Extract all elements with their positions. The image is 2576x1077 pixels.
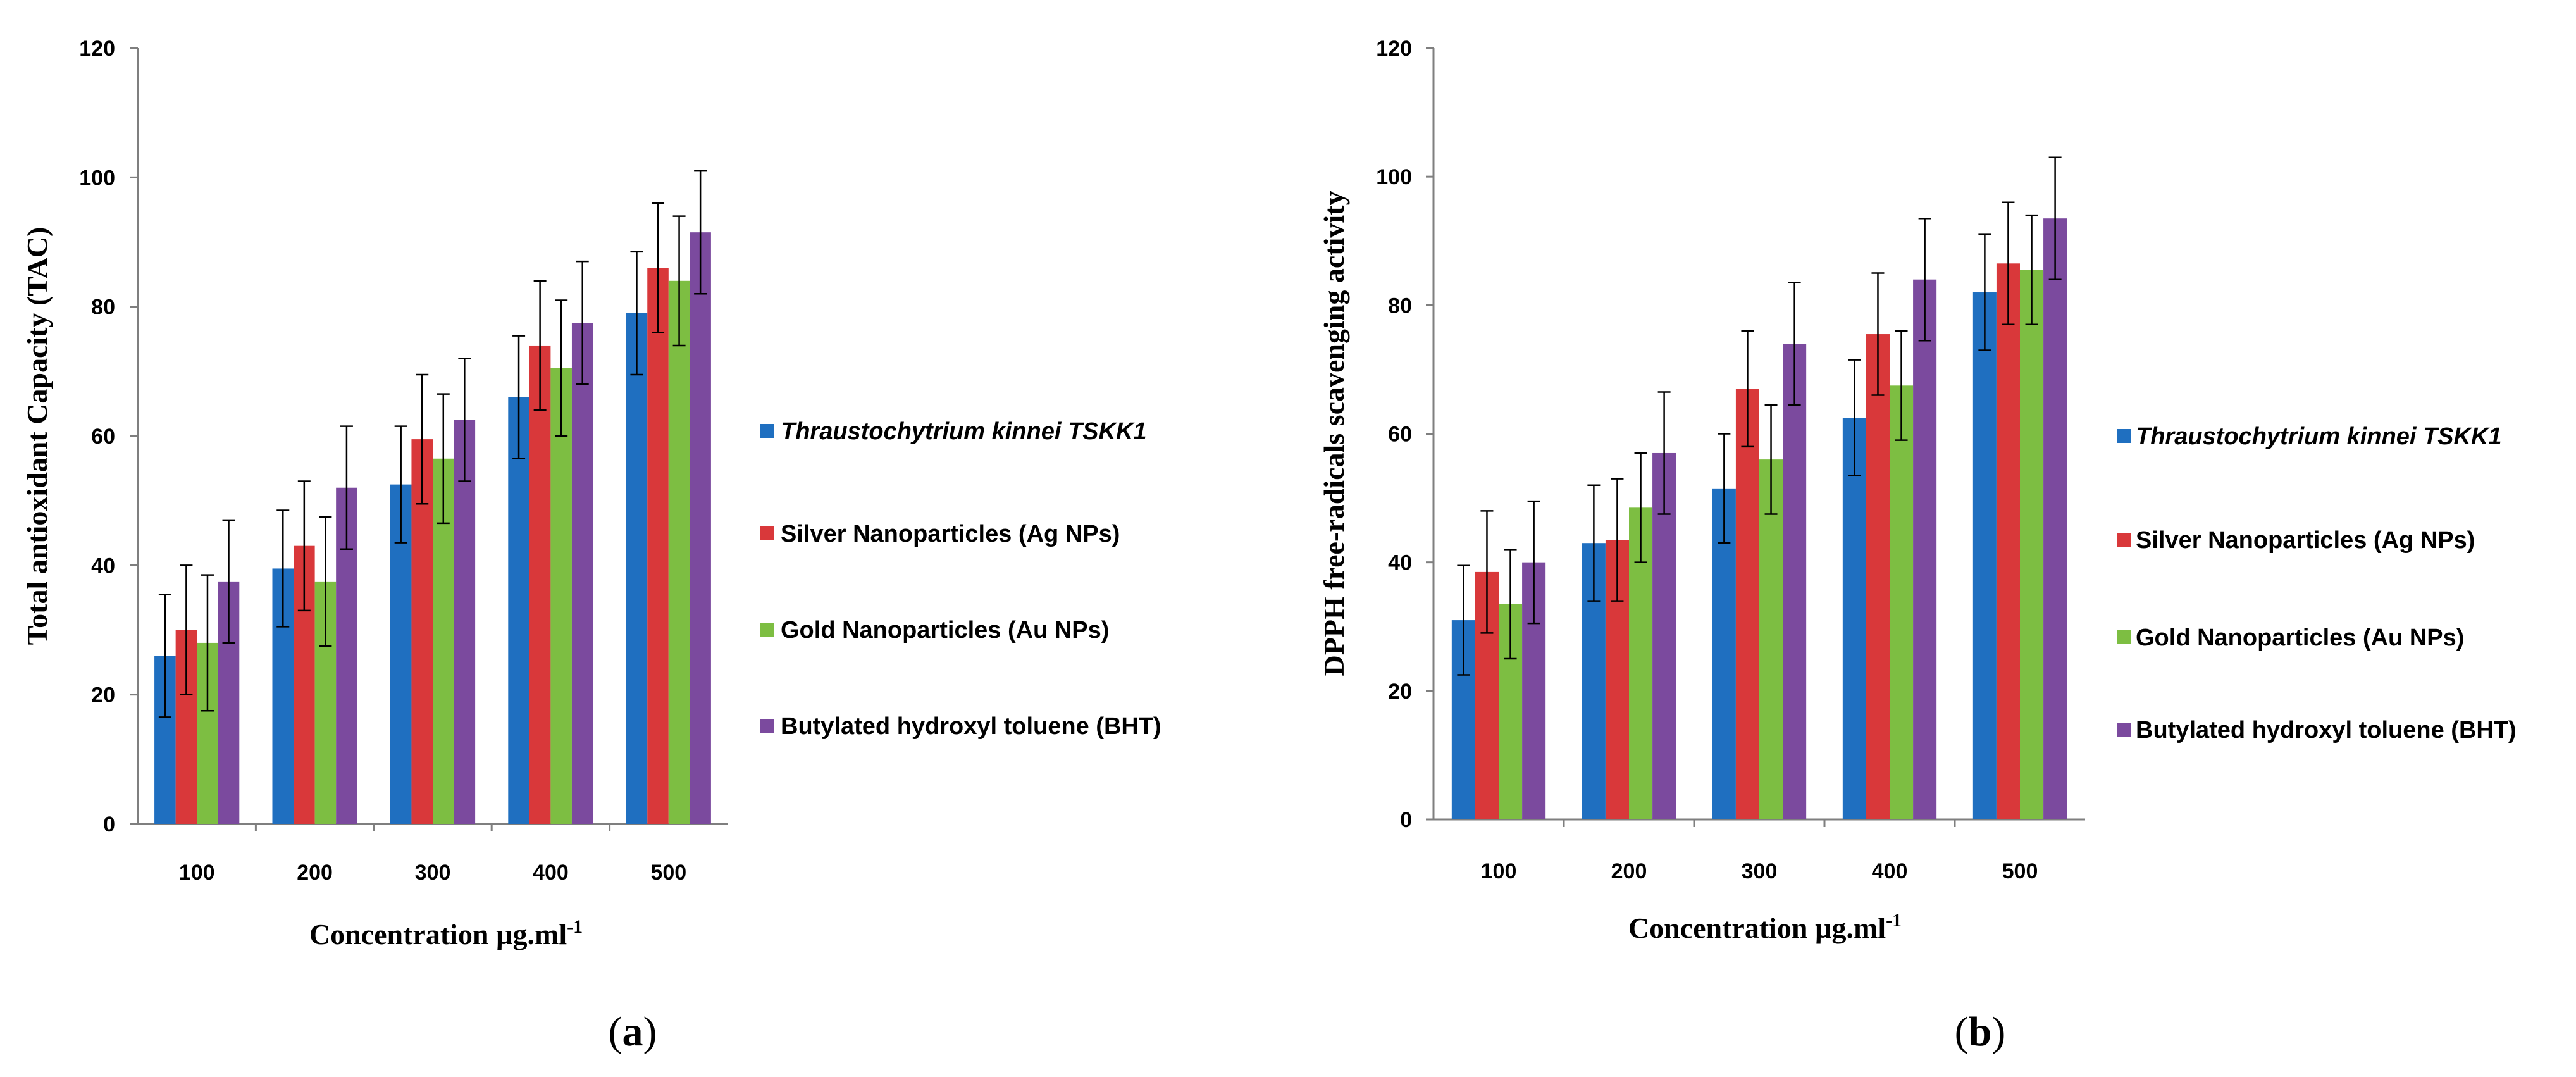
y-tick-label: 40 — [1388, 551, 1412, 575]
y-tick-label: 20 — [1388, 680, 1412, 704]
chart-panel-a: 0 20 40 60 80 100 120 100 200 300 400 500 Total anti… — [21, 37, 1161, 1055]
x-tick-label: 100 — [1481, 859, 1517, 883]
panel-label-close: ) — [1991, 1009, 2005, 1055]
bar-silver-nanoparticles-ag-nps--400 — [529, 345, 551, 824]
x-tick-label: 300 — [1742, 859, 1778, 883]
legend-swatch — [2117, 533, 2131, 547]
x-tick-label: 200 — [1611, 859, 1647, 883]
bar-butylated-hydroxyl-toluene-bht--400 — [1913, 279, 1937, 819]
x-tick-label: 200 — [297, 861, 333, 885]
y-tick-label: 40 — [91, 554, 115, 578]
y-tick-label: 120 — [79, 37, 115, 61]
y-tick-label: 0 — [103, 812, 115, 837]
legend-label: Silver Nanoparticles (Ag NPs) — [781, 521, 1120, 547]
chart-panel-b: 0 20 40 60 80 100 120 100 200 300 400 500 DPPH free-… — [1318, 37, 2517, 1055]
panel-label: (a) — [609, 1009, 657, 1055]
x-tick-label: 100 — [179, 861, 215, 885]
panel-label-letter: b — [1969, 1009, 1992, 1055]
legend-label: Butylated hydroxyl toluene (BHT) — [2136, 717, 2517, 744]
y-axis-title: DPPH free-radicals scavenging activity — [1318, 191, 1350, 676]
bar-silver-nanoparticles-ag-nps--500 — [1996, 263, 2020, 819]
legend-label: Gold Nanoparticles (Au NPs) — [2136, 625, 2464, 651]
legend-swatch — [2117, 429, 2131, 443]
y-axis-title: Total antioxidant Capacity (TAC) — [21, 227, 53, 645]
x-tick-label: 500 — [650, 861, 686, 885]
bar-butylated-hydroxyl-toluene-bht--300 — [1783, 344, 1807, 819]
legend-swatch — [760, 424, 774, 438]
x-axis-title-main: Concentration µg.ml — [1628, 912, 1886, 944]
bar-thraustochytrium-kinnei-tskk1-500 — [1972, 292, 1997, 819]
y-tick-label: 100 — [79, 166, 115, 190]
legend-label: Gold Nanoparticles (Au NPs) — [781, 617, 1109, 644]
x-axis-title-superscript: -1 — [1886, 910, 1902, 931]
x-axis-title: Concentration µg.ml-1 — [309, 916, 583, 950]
panel-label: (b) — [1955, 1009, 2006, 1055]
bar-gold-nanoparticles-au-nps--500 — [668, 280, 690, 824]
legend-swatch — [2117, 630, 2131, 644]
legend-label: Thraustochytrium kinnei TSKK1 — [781, 418, 1147, 445]
x-tick-label: 300 — [415, 861, 451, 885]
bar-silver-nanoparticles-ag-nps--400 — [1866, 334, 1890, 819]
bar-gold-nanoparticles-au-nps--500 — [2020, 270, 2044, 819]
y-tick-label: 60 — [1388, 423, 1412, 447]
x-axis-title-main: Concentration µg.ml — [309, 918, 567, 950]
x-axis-title: Concentration µg.ml-1 — [1628, 910, 1902, 944]
x-tick-label: 400 — [533, 861, 569, 885]
bar-butylated-hydroxyl-toluene-bht--300 — [454, 420, 476, 824]
bar-gold-nanoparticles-au-nps--400 — [1890, 385, 1914, 819]
x-axis-title-superscript: -1 — [567, 916, 583, 937]
legend-label: Thraustochytrium kinnei TSKK1 — [2136, 423, 2502, 450]
legend-label: Butylated hydroxyl toluene (BHT) — [781, 713, 1161, 740]
panel-label-letter: a — [622, 1009, 643, 1055]
bar-silver-nanoparticles-ag-nps--500 — [647, 268, 669, 824]
x-tick-label: 500 — [2002, 859, 2038, 883]
legend-swatch — [2117, 723, 2131, 737]
bar-thraustochytrium-kinnei-tskk1-400 — [508, 397, 529, 824]
y-tick-label: 20 — [91, 683, 115, 707]
panel-label-open: ( — [1955, 1009, 1969, 1055]
y-tick-label: 0 — [1400, 808, 1412, 832]
y-tick-label: 80 — [91, 296, 115, 320]
legend-swatch — [760, 526, 774, 540]
legend-label: Silver Nanoparticles (Ag NPs) — [2136, 527, 2475, 554]
y-tick-label: 120 — [1376, 37, 1412, 61]
y-tick-label: 60 — [91, 425, 115, 449]
legend-swatch — [760, 719, 774, 733]
bar-butylated-hydroxyl-toluene-bht--500 — [2043, 218, 2067, 820]
panel-label-close: ) — [643, 1009, 657, 1055]
panel-label-open: ( — [609, 1009, 622, 1055]
bar-silver-nanoparticles-ag-nps--300 — [1735, 389, 1759, 819]
bar-thraustochytrium-kinnei-tskk1-400 — [1842, 418, 1866, 819]
bar-gold-nanoparticles-au-nps--300 — [1759, 459, 1783, 819]
legend-swatch — [760, 623, 774, 637]
x-tick-label: 400 — [1872, 859, 1908, 883]
y-tick-label: 80 — [1388, 294, 1412, 318]
bar-thraustochytrium-kinnei-tskk1-500 — [626, 313, 648, 825]
y-tick-label: 100 — [1376, 165, 1412, 189]
bar-gold-nanoparticles-au-nps--400 — [550, 368, 572, 824]
bar-butylated-hydroxyl-toluene-bht--400 — [571, 323, 593, 824]
bar-butylated-hydroxyl-toluene-bht--500 — [690, 232, 711, 824]
